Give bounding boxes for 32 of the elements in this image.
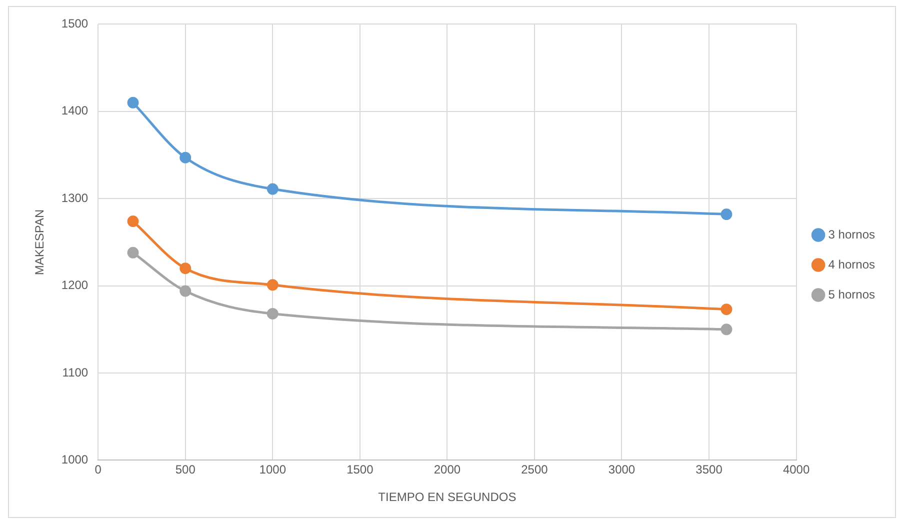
legend-label: 5 hornos: [828, 287, 876, 302]
x-tick-label: 2000: [434, 462, 461, 477]
x-tick-label: 3000: [608, 462, 636, 477]
point: [720, 324, 732, 336]
point: [127, 216, 139, 228]
x-tick-label: 1500: [346, 462, 374, 477]
point: [266, 279, 278, 291]
y-tick-label: 1400: [61, 104, 88, 118]
x-tick-label: 500: [175, 462, 196, 477]
point: [180, 262, 192, 274]
y-tick-label: 1000: [61, 452, 88, 467]
x-tick-label: 0: [94, 462, 102, 477]
point: [266, 308, 278, 320]
x-tick-label: 2500: [521, 462, 548, 477]
legend-label: 3 hornos: [828, 227, 876, 242]
y-tick-label: 1300: [61, 190, 88, 205]
point: [720, 304, 732, 316]
x-tick-label: 3500: [696, 462, 723, 477]
legend-label: 4 hornos: [828, 257, 876, 272]
point: [180, 152, 192, 164]
y-tick-label: 1200: [61, 278, 88, 292]
x-tick-label: 1000: [259, 462, 286, 477]
x-tick-label: 4000: [782, 462, 810, 477]
y-axis-title: MAKESPAN: [32, 209, 47, 276]
point: [720, 208, 732, 220]
x-axis-title: TIEMPO EN SEGUNDOS: [378, 490, 516, 504]
y-tick-label: 1100: [62, 365, 88, 380]
point: [266, 183, 278, 195]
point: [127, 96, 139, 108]
point: [127, 246, 139, 258]
y-tick-label: 1500: [61, 16, 88, 31]
point: [180, 285, 192, 297]
